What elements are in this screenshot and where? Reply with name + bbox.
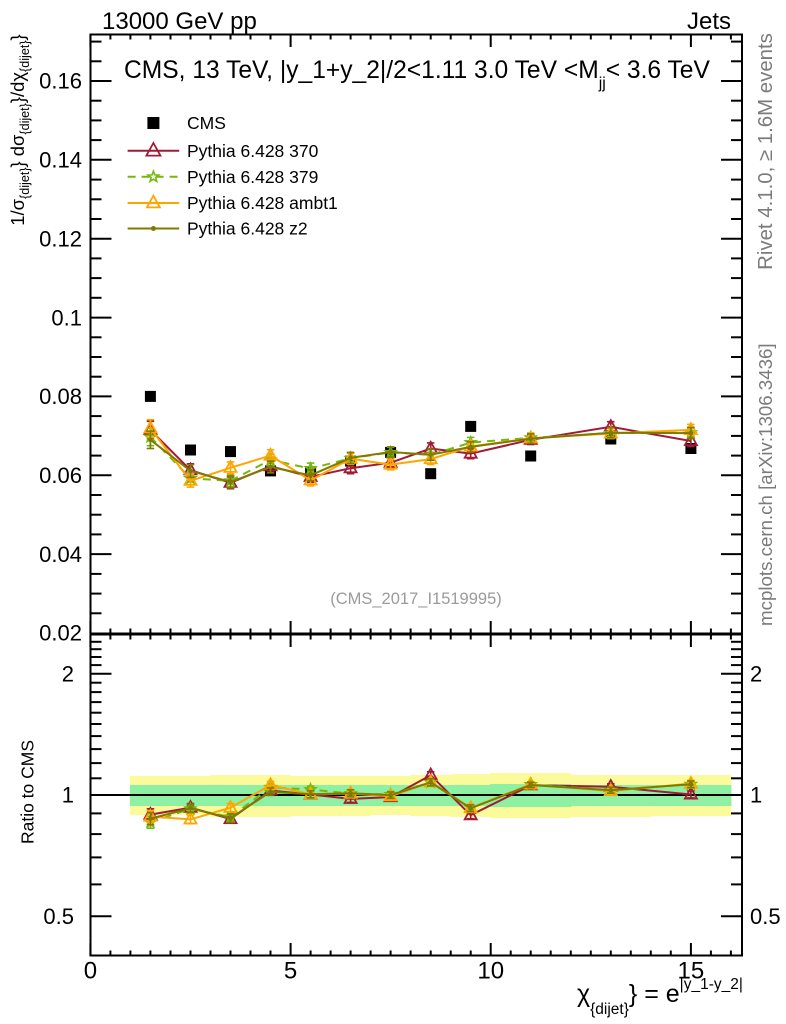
svg-text:Jets: Jets [687,8,731,35]
svg-text:10: 10 [477,958,504,985]
svg-text:2: 2 [62,661,74,686]
svg-text:2: 2 [750,661,762,686]
svg-text:Ratio to CMS: Ratio to CMS [18,740,38,844]
svg-text:Pythia 6.428 379: Pythia 6.428 379 [187,167,318,187]
svg-text:13000 GeV pp: 13000 GeV pp [102,8,257,35]
svg-text:mcplots.cern.ch [arXiv:1306.34: mcplots.cern.ch [arXiv:1306.3436] [755,343,776,626]
svg-text:0.04: 0.04 [39,542,82,567]
svg-text:0.16: 0.16 [39,69,82,94]
svg-text:0.02: 0.02 [39,621,82,646]
svg-text:1: 1 [750,783,762,808]
svg-text:0.08: 0.08 [39,384,82,409]
svg-text:0.12: 0.12 [39,226,82,251]
svg-text:0.14: 0.14 [39,148,82,173]
svg-text:1: 1 [62,783,74,808]
svg-text:5: 5 [284,958,297,985]
svg-text:CMS: CMS [187,113,226,133]
svg-text:0: 0 [84,958,97,985]
svg-text:15: 15 [677,958,704,985]
svg-text:0.5: 0.5 [43,904,74,929]
svg-text:0.5: 0.5 [750,904,781,929]
svg-text:Pythia 6.428 z2: Pythia 6.428 z2 [187,219,308,239]
svg-text:Rivet 4.1.0, ≥ 1.6M events: Rivet 4.1.0, ≥ 1.6M events [755,33,777,270]
svg-text:0.06: 0.06 [39,463,82,488]
svg-text:Pythia 6.428 370: Pythia 6.428 370 [187,141,319,161]
svg-text:0.1: 0.1 [51,305,82,330]
svg-text:(CMS_2017_I1519995): (CMS_2017_I1519995) [330,590,502,608]
svg-text:Pythia 6.428 ambt1: Pythia 6.428 ambt1 [187,193,338,213]
